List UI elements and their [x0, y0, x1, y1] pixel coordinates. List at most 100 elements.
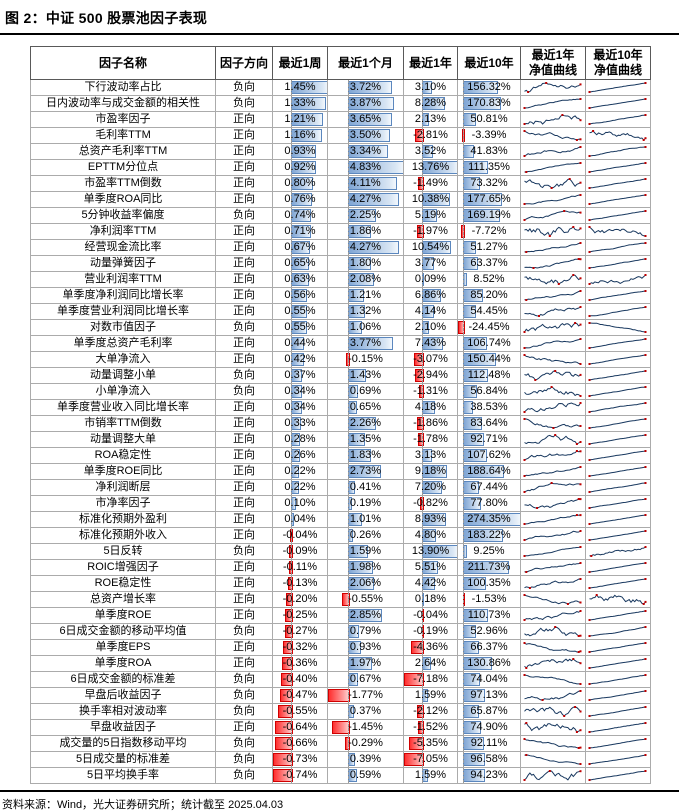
value-1y-cell: -1.31%: [403, 383, 458, 400]
table-row: 大单净流入 正向 0.42% -0.15% -3.07% 150.44%: [30, 351, 651, 368]
value-1y: 3.77%: [414, 257, 447, 269]
negative-data-bar: [283, 641, 294, 654]
nav-curve-10y-cell: [585, 319, 651, 336]
table-row: 标准化预期外收入 正向 -0.04% 0.26% 4.80% 183.22%: [30, 527, 651, 544]
value-1m-cell: 2.73%: [327, 463, 404, 480]
nav-curve-1y-cell: [520, 687, 586, 704]
value-1m-cell: 0.69%: [327, 383, 404, 400]
direction-cell: 正向: [215, 415, 273, 432]
nav-sparkline: [588, 434, 647, 445]
nav-curve-1y-cell: [520, 351, 586, 368]
nav-sparkline: [589, 130, 647, 141]
negative-data-bar: [418, 177, 425, 190]
value-1y-cell: 6.86%: [403, 287, 458, 304]
value-1m-cell: 3.72%: [327, 79, 404, 96]
nav-sparkline: [588, 258, 647, 269]
value-1m-cell: 2.85%: [327, 607, 404, 624]
value-1m-cell: 3.87%: [327, 95, 404, 112]
value-1y: 6.86%: [414, 289, 447, 301]
negative-data-bar: [411, 641, 425, 654]
bar-zero-axis: [422, 720, 424, 735]
nav-sparkline: [523, 466, 582, 477]
bar-zero-axis: [348, 304, 350, 319]
negative-data-bar: [344, 737, 351, 750]
value-10y: 130.86%: [467, 657, 511, 669]
value-1m: 3.77%: [349, 337, 382, 349]
value-1w: 0.76%: [284, 193, 316, 205]
bar-zero-axis: [463, 176, 465, 191]
bar-zero-axis: [348, 512, 350, 527]
value-1y-cell: 10.54%: [403, 239, 458, 256]
nav-sparkline: [588, 178, 647, 189]
nav-curve-10y-cell: [585, 655, 651, 672]
value-1y: -2.12%: [413, 705, 448, 717]
negative-data-bar: [418, 385, 425, 398]
value-1w: 0.28%: [284, 433, 316, 445]
value-10y-cell: 169.19%: [457, 207, 521, 224]
nav-curve-10y-cell: [585, 127, 651, 144]
nav-curve-10y-cell: [585, 495, 651, 512]
nav-sparkline: [524, 274, 582, 285]
value-1y: -1.86%: [413, 417, 448, 429]
value-1y-cell: 2.64%: [403, 655, 458, 672]
negative-data-bar: [281, 673, 294, 686]
negative-data-bar: [289, 545, 294, 558]
nav-sparkline: [588, 498, 647, 509]
value-10y-cell: 67.44%: [457, 479, 521, 496]
direction-cell: 正向: [215, 463, 273, 480]
value-1w: -0.40%: [282, 673, 318, 685]
nav-curve-1y-cell: [520, 527, 586, 544]
value-1y-cell: 1.59%: [403, 767, 458, 784]
direction-cell: 负向: [215, 767, 273, 784]
factor-name-cell: 单季度ROE同比: [30, 463, 216, 480]
bar-zero-axis: [348, 640, 350, 655]
bar-zero-axis: [348, 272, 350, 287]
nav-curve-10y-cell: [585, 527, 651, 544]
nav-curve-1y-cell: [520, 159, 586, 176]
bar-zero-axis: [422, 320, 424, 335]
value-1m-cell: -1.77%: [327, 687, 404, 704]
negative-data-bar: [414, 369, 425, 382]
value-10y: 83.64%: [470, 417, 508, 429]
value-1m: 1.43%: [349, 369, 382, 381]
bar-zero-axis: [348, 416, 350, 431]
nav-sparkline: [524, 306, 582, 317]
bar-zero-axis: [291, 656, 293, 671]
value-1w-cell: -0.04%: [272, 527, 328, 544]
bar-zero-axis: [422, 144, 424, 159]
value-1y-cell: -3.07%: [403, 351, 458, 368]
value-10y: -1.53%: [471, 593, 507, 605]
value-10y-cell: 274.35%: [457, 511, 521, 528]
nav-sparkline: [524, 706, 582, 717]
factor-name-cell: 单季度营业利润同比增长率: [30, 303, 216, 320]
value-1w-cell: 0.42%: [272, 351, 328, 368]
column-header-10y-curve: 最近10年 净值曲线: [585, 46, 651, 80]
figure-title: 图 2：中证 500 股票池因子表现: [5, 10, 208, 26]
bar-zero-axis: [348, 368, 350, 383]
value-10y: 41.83%: [470, 145, 508, 157]
value-1w-cell: 0.37%: [272, 367, 328, 384]
bar-zero-axis: [422, 544, 424, 559]
nav-sparkline: [588, 690, 647, 701]
value-1w: 0.10%: [284, 497, 316, 509]
value-1y-cell: 2.13%: [403, 111, 458, 128]
value-1m: 0.67%: [349, 673, 382, 685]
nav-sparkline: [524, 258, 582, 269]
bar-zero-axis: [291, 768, 293, 783]
direction-cell: 正向: [215, 351, 273, 368]
value-10y-cell: 92.11%: [457, 735, 521, 752]
value-1y: -7.05%: [413, 753, 448, 765]
value-1w: 0.74%: [284, 209, 316, 221]
nav-sparkline: [523, 514, 582, 525]
value-1w: -0.11%: [282, 561, 318, 573]
nav-sparkline: [524, 370, 582, 381]
value-1y: 4.80%: [414, 529, 447, 541]
value-1w: 0.65%: [284, 257, 316, 269]
value-10y-cell: 52.96%: [457, 623, 521, 640]
bar-zero-axis: [348, 464, 350, 479]
column-header-1w: 最近1周: [272, 46, 328, 80]
value-1m: 3.34%: [349, 145, 382, 157]
nav-curve-1y-cell: [520, 367, 586, 384]
bar-zero-axis: [348, 384, 350, 399]
value-1w-cell: 0.76%: [272, 191, 328, 208]
